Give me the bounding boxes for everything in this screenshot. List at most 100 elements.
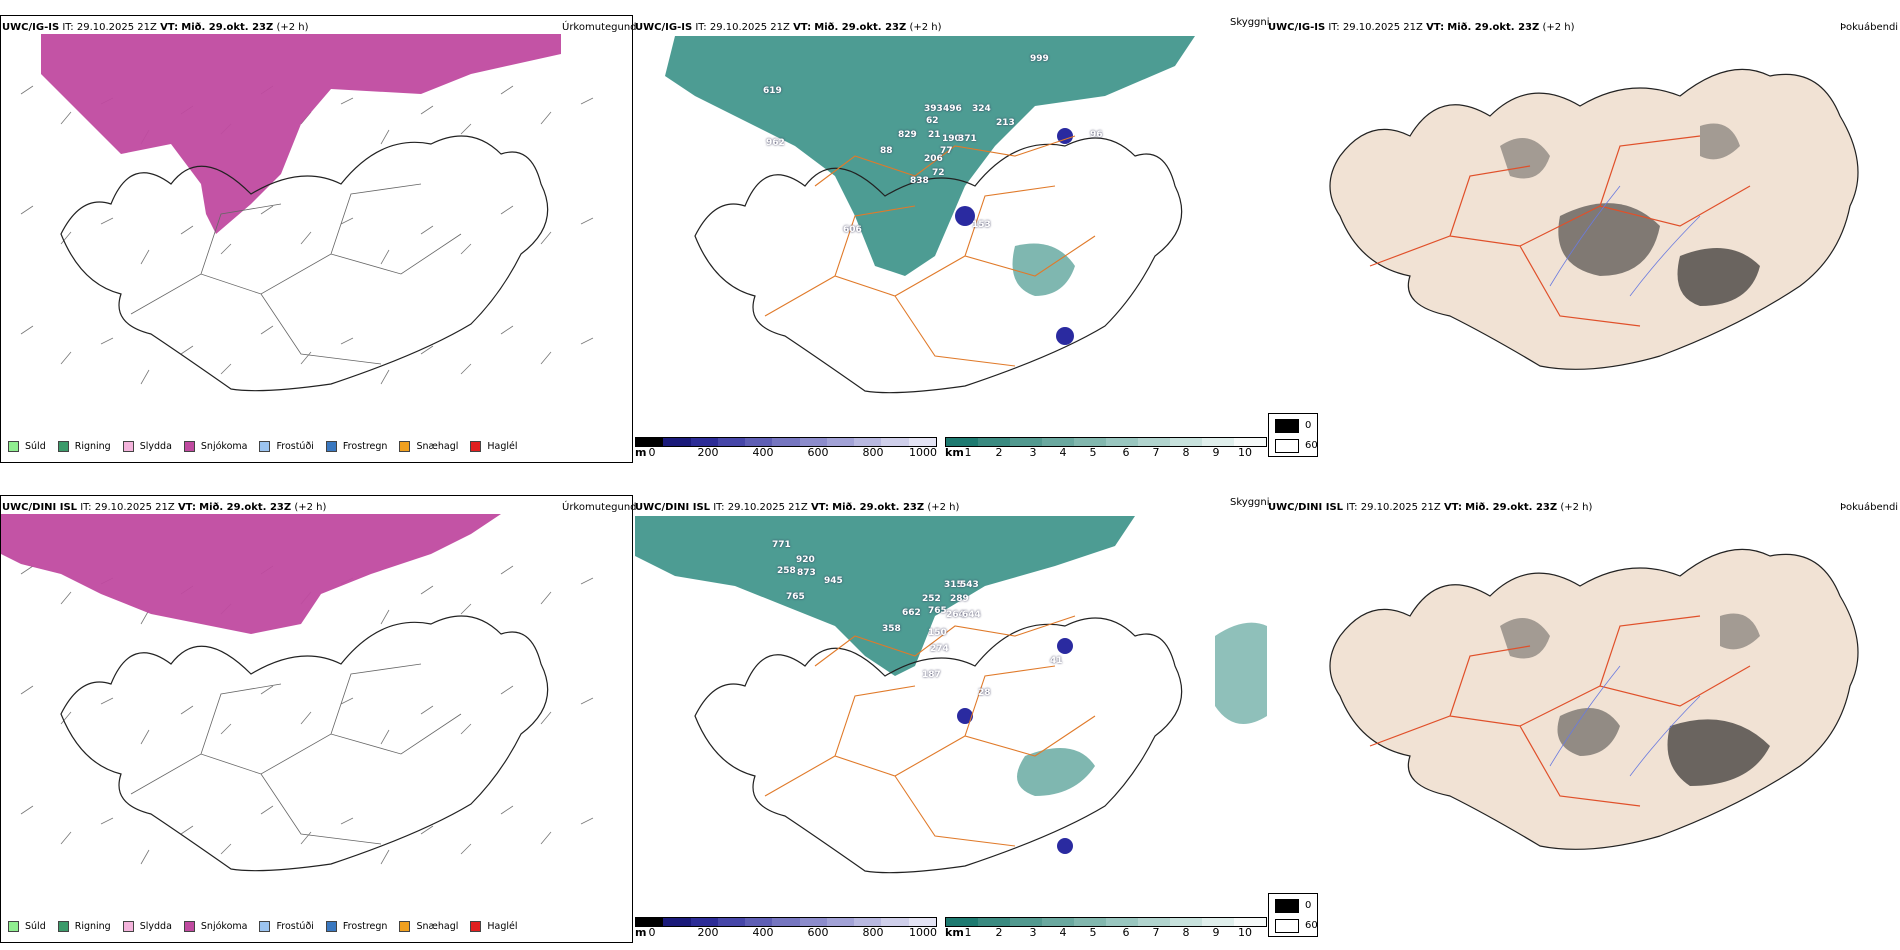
vis-value: 606	[843, 225, 862, 235]
height-swatch	[636, 438, 664, 446]
legend-item-frostregn: Frostregn	[325, 440, 387, 452]
vis-value: 873	[797, 568, 816, 578]
height-unit: m	[635, 446, 647, 459]
height-colorbar	[635, 917, 937, 927]
vis-value: 324	[972, 104, 991, 114]
rivers	[1549, 665, 1701, 777]
precip-legend: Súld Rigning Slydda Snjókoma Frostúði Fr…	[8, 917, 530, 935]
legend-swatch	[8, 440, 19, 452]
vis-swatch	[1010, 918, 1042, 926]
vis-value: 21	[928, 130, 941, 140]
legend-item-slydda: Slydda	[122, 920, 172, 932]
rivers	[1549, 185, 1701, 297]
vis-tick: 8	[1182, 926, 1190, 939]
legend-swatch	[183, 440, 195, 452]
vis-swatch	[1202, 438, 1234, 446]
height-tick: 1000	[909, 446, 937, 459]
height-tick: 800	[862, 926, 884, 939]
vis-value: 41	[1050, 656, 1063, 666]
vis-swatch	[1010, 438, 1042, 446]
vis-swatch	[1074, 918, 1106, 926]
height-swatch	[663, 918, 691, 926]
legend-swatch	[183, 920, 195, 932]
fog-title-ig: UWC/IG-IS IT: 29.10.2025 21Z VT: Mið. 29…	[1268, 22, 1575, 33]
vis-tick: 1	[964, 926, 972, 939]
row-dini: UWC/DINI ISL IT: 29.10.2025 21Z VT: Mið.…	[0, 480, 1900, 950]
vis-value: 765	[786, 592, 805, 602]
visibility-label: Skyggni	[1230, 497, 1270, 508]
precip-title-dini: UWC/DINI ISL IT: 29.10.2025 21Z VT: Mið.…	[2, 502, 327, 513]
legend-item-snaehagl: Snæhagl	[399, 440, 458, 452]
fog-swatch-black	[1275, 899, 1299, 913]
height-unit: m	[635, 926, 647, 939]
height-swatch	[717, 918, 746, 926]
vis-value: 765	[928, 606, 947, 616]
legend-item-snjokoma: Snjókoma	[183, 920, 247, 932]
visibility-colorbar	[945, 437, 1267, 447]
vis-tick: 3	[1029, 926, 1037, 939]
legend-swatch	[259, 440, 271, 452]
height-tick: 0	[648, 446, 656, 459]
vis-value: 62	[926, 116, 939, 126]
vis-tick: 6	[1122, 446, 1130, 459]
height-swatch	[772, 918, 800, 926]
roads	[764, 615, 1096, 847]
vis-value: 274	[930, 644, 949, 654]
height-swatch	[854, 438, 882, 446]
precip-panel-ig	[0, 15, 633, 463]
legend-item-haglel: Haglél	[470, 440, 518, 452]
vis-value: 264	[946, 610, 965, 620]
iceland-outline	[694, 137, 1183, 394]
vis-tick: 8	[1182, 446, 1190, 459]
height-swatch	[636, 918, 664, 926]
legend-swatch	[259, 920, 271, 932]
vis-tick: 7	[1152, 446, 1160, 459]
vis-tick: 1	[964, 446, 972, 459]
vis-value: 72	[932, 168, 945, 178]
vis-swatch	[946, 438, 978, 446]
vis-title-ig: UWC/IG-IS IT: 29.10.2025 21Z VT: Mið. 29…	[635, 22, 942, 33]
height-swatch	[799, 438, 827, 446]
vis-swatch	[978, 918, 1010, 926]
roads	[130, 183, 462, 365]
legend-item-frostudi: Frostúði	[259, 440, 314, 452]
height-tick: 0	[648, 926, 656, 939]
vis-value: 77	[940, 146, 953, 156]
legend-swatch	[399, 920, 411, 932]
fog-teal-area	[635, 516, 1135, 676]
legend-swatch	[470, 920, 482, 932]
fog-teal-area	[665, 36, 1195, 276]
height-swatch	[881, 438, 909, 446]
legend-item-sudd: Súld	[8, 440, 46, 452]
vis-value: 945	[824, 576, 843, 586]
precip-type-label: Úrkomutegund	[562, 22, 637, 33]
visibility-map-ig	[665, 36, 1195, 394]
vis-swatch	[1202, 918, 1234, 926]
legend-item-rigning: Rigning	[57, 920, 111, 932]
visibility-label: Skyggni	[1230, 17, 1270, 28]
legend-swatch	[57, 440, 69, 452]
legend-swatch	[57, 920, 69, 932]
fog-swatch-black	[1275, 419, 1299, 433]
roads	[764, 135, 1096, 367]
vis-value: 838	[910, 176, 929, 186]
vis-swatch	[978, 438, 1010, 446]
roads	[1369, 615, 1751, 807]
iceland-outline	[60, 135, 549, 392]
vis-value: 213	[996, 118, 1015, 128]
fog-value-0: 0	[1305, 420, 1312, 431]
vis-value: 619	[763, 86, 782, 96]
vis-value: 252	[922, 594, 941, 604]
height-swatch	[908, 918, 936, 926]
height-swatch	[799, 918, 827, 926]
height-swatch	[772, 438, 800, 446]
height-swatch	[745, 438, 773, 446]
height-tick: 400	[752, 926, 774, 939]
vis-value: 289	[950, 594, 969, 604]
vis-swatch	[946, 918, 978, 926]
legend-item-frostregn: Frostregn	[325, 920, 387, 932]
vis-title-dini: UWC/DINI ISL IT: 29.10.2025 21Z VT: Mið.…	[635, 502, 960, 513]
vis-value: 999	[1030, 54, 1049, 64]
vis-value: 771	[772, 540, 791, 550]
legend-swatch	[470, 440, 482, 452]
